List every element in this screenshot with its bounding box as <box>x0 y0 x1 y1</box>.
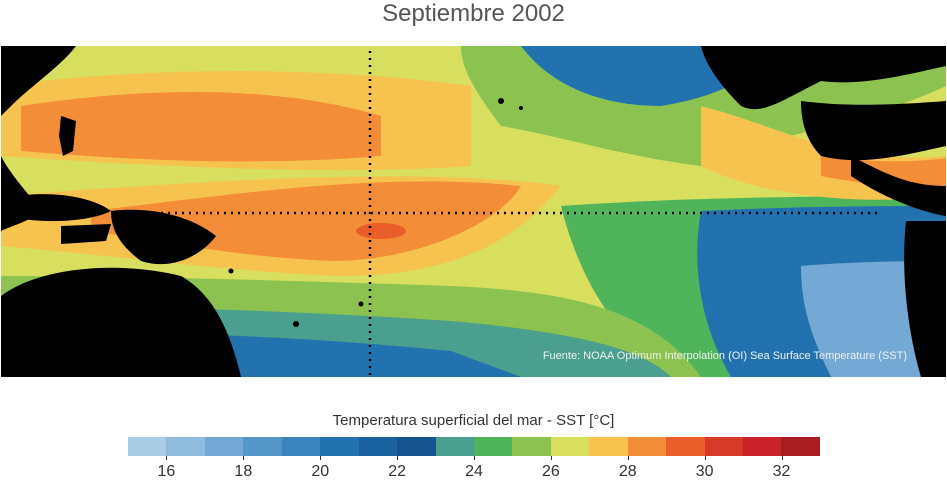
colorbar-tick-mark <box>781 456 783 460</box>
land-island <box>358 301 364 307</box>
land-central-america <box>851 156 946 216</box>
colorbar-tick-mark <box>627 456 629 460</box>
colorbar-tick-label: 18 <box>234 463 253 480</box>
land-new-guinea <box>111 209 216 265</box>
sst-hotspot <box>356 223 406 239</box>
colorbar-segment <box>320 437 359 456</box>
colorbar-tick-mark <box>704 456 706 460</box>
land-south-america <box>904 221 946 377</box>
colorbar <box>128 437 820 456</box>
land-north-america <box>701 46 946 110</box>
land-hawaii <box>519 106 523 110</box>
colorbar-segment <box>512 437 551 456</box>
colorbar-segment <box>435 437 474 456</box>
colorbar-tick-label: 16 <box>157 463 176 480</box>
land-hawaii <box>498 98 504 104</box>
land-asia <box>1 46 76 116</box>
land-island <box>293 321 299 327</box>
colorbar-tick-mark <box>243 456 245 460</box>
colorbar-tick-mark <box>166 456 168 460</box>
colorbar-tick-mark <box>320 456 322 460</box>
land-australia <box>1 267 241 377</box>
colorbar-tick-label: 20 <box>311 463 330 480</box>
colorbar-segment <box>704 437 743 456</box>
colorbar-segment <box>743 437 782 456</box>
sst-band-northeast-blue <box>521 46 761 106</box>
colorbar-tick-label: 32 <box>772 463 791 480</box>
colorbar-tick-mark <box>397 456 399 460</box>
colorbar-tick-label: 26 <box>541 463 560 480</box>
map-title: Septiembre 2002 <box>382 0 565 27</box>
land-island <box>228 268 234 274</box>
colorbar-ticks: 16 18 20 22 24 26 28 30 32 <box>128 456 820 480</box>
colorbar-segment <box>473 437 513 456</box>
land-sulawesi <box>61 224 111 244</box>
colorbar-tick-label: 24 <box>465 463 483 480</box>
colorbar-segment <box>166 437 205 456</box>
colorbar-tick-label: 22 <box>388 463 406 480</box>
colorbar-segment <box>550 437 590 456</box>
land-borneo <box>16 194 111 222</box>
land-masses <box>1 46 946 377</box>
colorbar-segment <box>627 437 667 456</box>
colorbar-segment <box>397 437 436 456</box>
land-philippines <box>59 116 76 156</box>
colorbar-tick-mark <box>474 456 475 460</box>
colorbar-segment <box>281 437 321 456</box>
colorbar-segment <box>243 437 282 456</box>
sst-band-northwest-orange <box>21 92 381 162</box>
colorbar-segment <box>358 437 398 456</box>
sst-map <box>1 46 946 377</box>
colorbar-segment <box>589 437 628 456</box>
colorbar-title: Temperatura superficial del mar - SST [°… <box>332 412 615 429</box>
land-mexico-gulf <box>801 101 946 161</box>
colorbar-segment <box>204 437 244 456</box>
colorbar-tick-label: 28 <box>618 463 637 480</box>
colorbar-tick-label: 30 <box>695 463 714 480</box>
colorbar-segment <box>781 437 820 456</box>
colorbar-tick-mark <box>550 456 552 460</box>
colorbar-segment <box>128 437 167 456</box>
colorbar-segment <box>666 437 705 456</box>
source-caption: Fuente: NOAA Optimum Interpolation (OI) … <box>542 350 907 362</box>
